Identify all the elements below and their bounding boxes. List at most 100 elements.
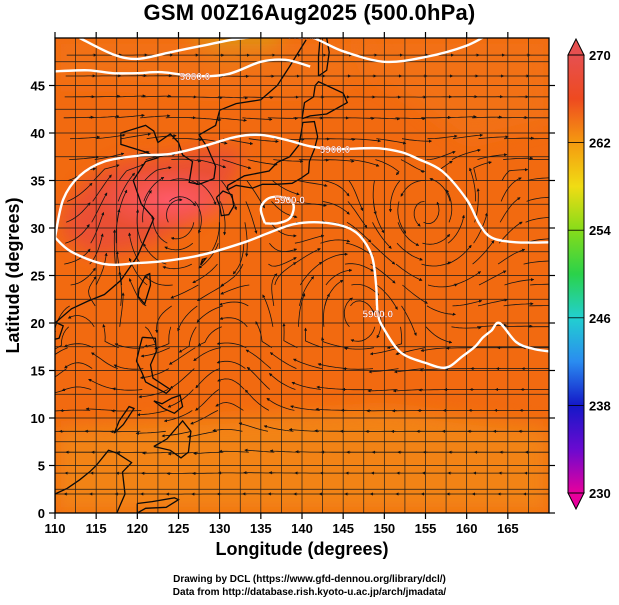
streamline <box>293 358 322 369</box>
credits: Drawing by DCL (https://www.gfd-dennou.o… <box>0 573 619 599</box>
contour-label: 5900.0 <box>320 145 351 156</box>
streamline <box>55 389 66 394</box>
plot-area: 5900.0 5900.0 5900.0 5820.0 5880.0 <box>55 38 549 513</box>
y-tick-label: 20 <box>31 316 45 331</box>
streamline <box>477 298 508 307</box>
streamline <box>351 284 379 296</box>
x-tick-label: 165 <box>497 521 519 536</box>
streamline <box>392 389 424 393</box>
y-tick-label: 0 <box>38 506 45 521</box>
streamline <box>102 323 119 349</box>
y-tick-label: 30 <box>31 221 45 236</box>
contour-label: 5900.0 <box>362 310 393 321</box>
x-tick-label: 155 <box>415 521 437 536</box>
y-tick-label: 25 <box>31 269 45 284</box>
streamline <box>142 190 152 223</box>
x-tick-label: 150 <box>373 521 395 536</box>
streamline <box>218 301 249 307</box>
streamline <box>215 402 244 411</box>
streamline <box>67 182 93 202</box>
streamline <box>397 201 407 234</box>
streamline <box>320 239 351 244</box>
streamline <box>271 273 278 306</box>
streamline <box>452 133 484 140</box>
streamline <box>116 189 128 223</box>
streamline <box>530 283 549 286</box>
streamline <box>64 248 91 265</box>
streamline <box>294 234 325 244</box>
contour-line <box>55 58 311 78</box>
streamline <box>218 449 249 453</box>
streamline <box>268 257 297 267</box>
streamline <box>477 153 508 160</box>
y-tick-label: 40 <box>31 126 45 141</box>
streamline <box>401 138 433 143</box>
streamline <box>70 135 101 140</box>
streamline <box>323 180 350 197</box>
streamline <box>162 263 192 270</box>
streamline <box>66 202 91 223</box>
streamline <box>164 242 194 251</box>
streamline <box>298 158 330 162</box>
streamline <box>413 201 425 227</box>
streamline <box>92 174 112 202</box>
streamline <box>375 159 400 176</box>
streamline <box>166 471 197 476</box>
streamline <box>67 315 95 328</box>
x-tick-label: 160 <box>456 521 478 536</box>
streamline <box>193 451 224 456</box>
streamline <box>248 138 279 143</box>
contour-label: 5880.0 <box>180 72 211 83</box>
x-tick-label: 115 <box>86 521 107 536</box>
y-tick-label: 15 <box>31 364 45 379</box>
streamline <box>269 449 300 453</box>
streamline <box>350 326 376 343</box>
streamline <box>288 428 320 432</box>
streamline <box>263 425 294 432</box>
colorbar-tick-label: 238 <box>589 398 611 413</box>
streamline <box>395 117 426 121</box>
streamline <box>193 347 221 362</box>
streamline <box>345 242 374 257</box>
streamline <box>155 305 172 334</box>
streamline <box>319 252 348 265</box>
streamline <box>420 347 451 352</box>
streamline <box>168 347 196 365</box>
streamline <box>55 368 67 378</box>
streamline <box>167 451 198 456</box>
streamline <box>402 284 428 304</box>
streamline <box>242 117 273 121</box>
streamline <box>300 261 323 286</box>
streamline <box>395 263 423 281</box>
streamline <box>504 278 535 286</box>
contour-line <box>55 133 549 244</box>
streamline <box>388 180 401 213</box>
streamline <box>498 221 523 244</box>
streamline <box>453 271 482 286</box>
colorbar-tick-label: 270 <box>589 48 611 63</box>
streamline <box>169 368 195 389</box>
streamline <box>140 114 171 119</box>
streamline <box>154 326 172 350</box>
streamline <box>267 116 299 121</box>
streamline <box>303 327 324 349</box>
streamline <box>90 94 121 98</box>
streamline <box>527 177 549 181</box>
streamline <box>217 378 245 390</box>
streamline <box>114 113 145 119</box>
height-contours <box>55 38 549 370</box>
contour-line <box>55 221 549 370</box>
streamline <box>65 224 90 244</box>
streamline <box>324 159 355 163</box>
streamline <box>232 243 245 275</box>
streamline <box>299 276 315 306</box>
coast-palawan <box>113 405 135 434</box>
streamline <box>350 138 382 143</box>
streamline <box>170 284 199 299</box>
streamline <box>426 305 456 316</box>
streamline <box>243 471 274 475</box>
streamline <box>391 409 422 413</box>
streamline <box>216 341 247 349</box>
streamline <box>197 326 222 346</box>
streamline <box>446 189 453 223</box>
